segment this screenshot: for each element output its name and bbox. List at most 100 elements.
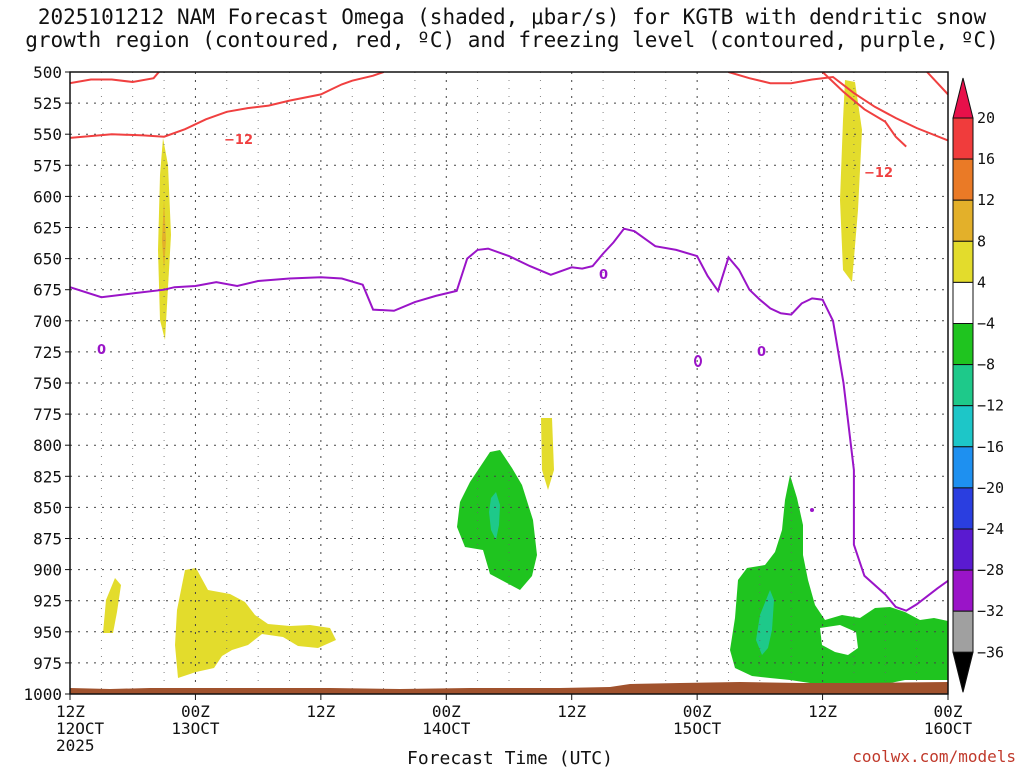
colorbar-label: 16: [977, 150, 995, 168]
title-line-1: 2025101212 NAM Forecast Omega (shaded, μ…: [37, 5, 987, 29]
colorbar-bin: [952, 569, 974, 612]
colorbar-arrow-top: [952, 77, 974, 119]
freezing-level-small-loop: [694, 355, 702, 367]
colorbar-bin: [952, 199, 974, 242]
colorbar-bin: [952, 240, 974, 283]
y-tick-label: 1000: [23, 685, 62, 704]
omega-positive-region: [840, 80, 862, 282]
y-tick-label: 900: [33, 561, 62, 580]
x-tick-label: 12Z: [56, 702, 85, 721]
colorbar-arrow-bottom: [952, 651, 974, 693]
freezing-level-label: 0: [599, 268, 608, 283]
y-tick-label: 825: [33, 467, 62, 486]
credit-text: coolwx.com/models: [852, 747, 1016, 766]
freezing-level-dot: [810, 508, 814, 512]
colorbar-label: −16: [977, 438, 1004, 456]
dgz-contour-line: [821, 72, 907, 148]
colorbar-label: −28: [977, 561, 1004, 579]
x-tick-label: 13OCT: [171, 719, 220, 738]
freezing-level-contours: [70, 227, 948, 612]
colorbar-bin: [952, 610, 974, 653]
y-tick-label: 650: [33, 250, 62, 269]
colorbar-bin: [952, 364, 974, 407]
omega-strong-region: [162, 200, 166, 270]
y-tick-label: 750: [33, 374, 62, 393]
omega-positive-region: [175, 568, 336, 678]
y-tick-label: 950: [33, 623, 62, 642]
omega-negative-region: [756, 590, 774, 655]
colorbar-label: 8: [977, 232, 986, 250]
colorbar-label: 4: [977, 273, 986, 291]
colorbar-label: −12: [977, 397, 1004, 415]
colorbar-bin: [952, 446, 974, 489]
y-tick-label: 675: [33, 281, 62, 300]
x-tick-label: 15OCT: [673, 719, 722, 738]
x-axis-label: Forecast Time (UTC): [407, 748, 613, 768]
title-line-2: growth region (contoured, red, ºC) and f…: [25, 28, 999, 52]
y-tick-label: 700: [33, 312, 62, 331]
x-tick-label: 16OCT: [924, 719, 973, 738]
omega-negative-region: [730, 475, 948, 685]
y-tick-label: 575: [33, 156, 62, 175]
dgz-contours: [70, 72, 948, 148]
y-tick-label: 500: [33, 63, 62, 82]
colorbar-bin: [952, 323, 974, 366]
colorbar-bin: [952, 405, 974, 448]
freezing-level-label: 0: [757, 345, 766, 360]
dgz-label: −12: [864, 166, 893, 181]
x-tick-label: 00Z: [432, 702, 461, 721]
dgz-label: −12: [224, 133, 253, 148]
colorbar-label: −8: [977, 356, 995, 374]
dgz-contour-line: [926, 72, 948, 96]
colorbar-bin: [952, 528, 974, 571]
y-tick-label: 975: [33, 654, 62, 673]
colorbar-bin: [952, 281, 974, 324]
y-tick-label: 550: [33, 125, 62, 144]
colorbar-label: −32: [977, 602, 1004, 620]
dgz-contour-line: [728, 72, 948, 142]
colorbar-label: 20: [977, 109, 995, 127]
y-tick-label: 875: [33, 530, 62, 549]
dgz-contour-line: [70, 72, 384, 139]
x-tick-label: 2025: [56, 736, 95, 755]
omega-shading-layer: [103, 80, 948, 685]
y-tick-label: 625: [33, 219, 62, 238]
chart-title: 2025101212 NAM Forecast Omega (shaded, μ…: [0, 6, 1024, 52]
omega-negative-region: [489, 492, 500, 540]
x-tick-label: 12Z: [557, 702, 586, 721]
x-tick-label: 00Z: [934, 702, 963, 721]
colorbar-label: −4: [977, 315, 995, 333]
contour-labels: −12 −12 0 0 0: [97, 133, 893, 360]
colorbar-label: 12: [977, 191, 995, 209]
y-tick-label: 850: [33, 498, 62, 517]
freezing-level-line: [70, 227, 948, 612]
x-tick-label: 12Z: [306, 702, 335, 721]
y-axis: 500 525 550 575 600 625 650 675 700 725 750 775 800 8…: [23, 63, 70, 704]
y-tick-label: 800: [33, 436, 62, 455]
y-tick-label: 775: [33, 405, 62, 424]
terrain-ground: [70, 682, 948, 694]
x-tick-label: 14OCT: [422, 719, 471, 738]
colorbar: 20 16 12 8 4 −4 −8 −12 −16 −20 −24 −28 −32 −36: [952, 77, 1004, 693]
omega-positive-region: [541, 418, 554, 490]
y-tick-label: 525: [33, 94, 62, 113]
colorbar-bin: [952, 158, 974, 201]
omega-positive-region: [103, 578, 121, 633]
colorbar-bin: [952, 117, 974, 160]
colorbar-label: −24: [977, 520, 1004, 538]
x-tick-label: 00Z: [181, 702, 210, 721]
y-tick-label: 600: [33, 187, 62, 206]
y-tick-label: 725: [33, 343, 62, 362]
dgz-contour-line: [70, 72, 161, 85]
colorbar-label: −20: [977, 479, 1004, 497]
y-tick-label: 925: [33, 592, 62, 611]
x-tick-label: 12OCT: [56, 719, 105, 738]
x-tick-label: 12Z: [808, 702, 837, 721]
x-tick-label: 00Z: [683, 702, 712, 721]
omega-gap-region: [820, 625, 858, 655]
colorbar-bin: [952, 487, 974, 530]
colorbar-label: −36: [977, 643, 1004, 661]
freezing-level-label: 0: [97, 343, 106, 358]
